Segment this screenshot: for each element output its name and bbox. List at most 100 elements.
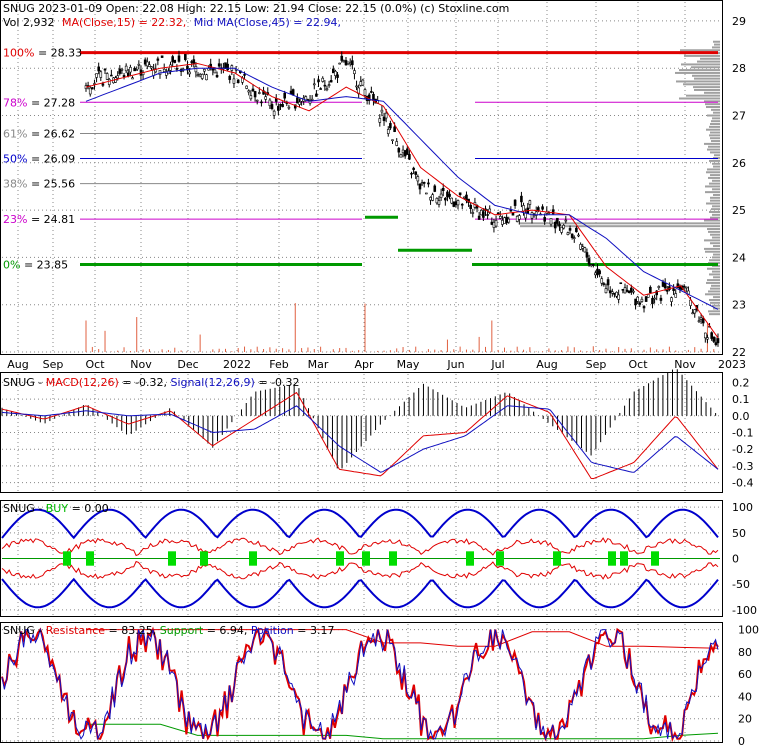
- price-bar-body: [691, 312, 694, 315]
- price-bar-body: [581, 246, 585, 249]
- volume-profile-bar: [711, 284, 720, 287]
- x-tick-label: Nov: [674, 358, 696, 371]
- price-bar-body: [638, 302, 642, 305]
- price-bar-body: [348, 62, 352, 65]
- buy-signal-marker: [168, 551, 176, 566]
- price-bar-body: [477, 215, 481, 220]
- price-bar-body: [505, 216, 508, 224]
- price-bar-body: [710, 332, 713, 339]
- price-bar-body: [200, 74, 204, 79]
- volume-profile-bar: [710, 174, 720, 177]
- price-bar-body: [150, 66, 153, 69]
- volume-profile-bar: [710, 242, 720, 245]
- price-bar-body: [425, 192, 428, 195]
- price-bar-body: [268, 99, 272, 106]
- price-bar-body: [492, 222, 496, 228]
- buy-signal-marker: [466, 551, 474, 566]
- volume-profile-bar: [712, 162, 720, 165]
- x-tick-label: Sep: [43, 358, 64, 371]
- volume-profile-bar: [713, 245, 720, 248]
- fib-label: 100% = 28.33: [3, 47, 82, 60]
- macd-series: [1, 369, 719, 480]
- price-bar-body: [249, 95, 253, 100]
- volume-profile-bar: [712, 213, 720, 216]
- buy-signal-marker: [362, 551, 370, 566]
- volume-profile-bar: [704, 219, 720, 222]
- price-bar-body: [312, 83, 316, 86]
- volume-profile-bar: [709, 211, 720, 213]
- price-bar-body: [611, 291, 614, 294]
- price-bar-body: [296, 97, 299, 104]
- volume-profile-bar: [712, 256, 720, 259]
- volume-profile: [520, 40, 720, 316]
- price-bar-body: [198, 74, 202, 77]
- price-bar-body: [448, 193, 451, 197]
- price-bar-body: [653, 297, 656, 300]
- price-bar-body: [515, 215, 519, 222]
- volume-profile-bar: [713, 296, 720, 299]
- price-bar-body: [133, 67, 136, 72]
- price-bar-body: [439, 193, 443, 198]
- price-bar-body: [88, 87, 92, 95]
- price-bar-body: [630, 287, 633, 293]
- price-bar-body: [562, 224, 565, 229]
- price-bar-body: [598, 270, 601, 275]
- price-bar-body: [351, 60, 354, 66]
- price-bar-body: [471, 212, 475, 214]
- price-bar-body: [403, 150, 407, 157]
- price-bar-body: [613, 293, 616, 295]
- price-bar-body: [414, 171, 418, 175]
- macd-y-tick: 0.2: [732, 376, 750, 389]
- price-bar-body: [444, 197, 447, 201]
- volume-profile-bar: [706, 106, 720, 108]
- price-bar-body: [217, 63, 221, 67]
- x-tick-label: Sep: [586, 358, 607, 371]
- price-bar-body: [446, 191, 449, 198]
- price-bar-body: [594, 272, 597, 276]
- volume-profile-bar: [709, 273, 720, 276]
- resistance-y-tick: 20: [738, 713, 752, 726]
- volume-profile-bar: [713, 193, 720, 196]
- volume-profile-bar: [706, 128, 720, 131]
- price-bar-body: [617, 294, 620, 300]
- price-bar-body: [327, 84, 331, 86]
- header-ma45: Mid MA(Close,45) = 22.94,: [194, 16, 341, 29]
- x-tick-label: Apr: [354, 358, 374, 371]
- price-bar-body: [661, 281, 665, 287]
- price-bar-body: [410, 172, 413, 175]
- price-bar-body: [625, 289, 629, 292]
- buy-signal-marker: [200, 551, 208, 566]
- price-bar-body: [560, 226, 563, 233]
- volume-profile-bar: [709, 125, 720, 128]
- volume-profile-bar: [707, 148, 720, 151]
- price-bar-body: [363, 89, 367, 96]
- price-bar-body: [684, 286, 688, 289]
- volume-profile-bar: [705, 185, 720, 188]
- price-bar-body: [665, 289, 669, 292]
- price-bar-body: [251, 88, 255, 92]
- price-bar-body: [412, 167, 415, 170]
- price-bar-body: [547, 212, 551, 215]
- price-bar-body: [91, 87, 94, 90]
- price-bar-body: [454, 201, 458, 206]
- ma45-line: [85, 67, 719, 310]
- price-bar-body: [498, 215, 502, 219]
- price-bar-body: [120, 68, 124, 71]
- price-bar-body: [405, 148, 409, 155]
- volume-profile-bar: [707, 168, 720, 171]
- volume-profile-bar: [709, 182, 720, 185]
- price-bar-body: [463, 196, 466, 199]
- upper-band: [1, 508, 719, 540]
- price-bar-body: [215, 74, 219, 78]
- price-bars: [84, 50, 720, 347]
- signal-line: [1, 405, 719, 473]
- volume-profile-bar: [707, 267, 720, 270]
- volume-profile-bar: [708, 230, 720, 233]
- buy-y-tick: 100: [732, 501, 753, 514]
- macd-y-tick: -0.3: [732, 460, 753, 473]
- price-bar-body: [556, 217, 559, 224]
- fib-label: 50% = 26.09: [3, 153, 75, 166]
- price-bar-body: [340, 55, 344, 61]
- price-bar-body: [577, 234, 580, 237]
- fib-label: 78% = 27.28: [3, 96, 75, 109]
